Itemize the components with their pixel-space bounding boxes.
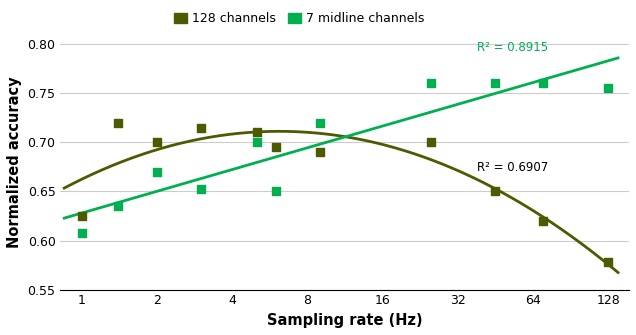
- Point: [490, 189, 500, 194]
- Point: [251, 140, 261, 145]
- Point: [77, 230, 87, 236]
- Point: [113, 203, 123, 209]
- Point: [113, 120, 123, 125]
- Point: [490, 81, 500, 86]
- Point: [426, 81, 436, 86]
- Point: [315, 120, 326, 125]
- Text: R² = 0.6907: R² = 0.6907: [476, 161, 548, 174]
- Point: [77, 213, 87, 219]
- Point: [537, 218, 548, 223]
- Point: [426, 140, 436, 145]
- Point: [196, 187, 206, 192]
- Y-axis label: Normalized accuracy: Normalized accuracy: [7, 76, 22, 248]
- Legend: 128 channels, 7 midline channels: 128 channels, 7 midline channels: [169, 7, 429, 30]
- Point: [271, 189, 281, 194]
- Point: [251, 130, 261, 135]
- Point: [152, 169, 162, 175]
- Point: [603, 85, 613, 91]
- X-axis label: Sampling rate (Hz): Sampling rate (Hz): [267, 313, 422, 328]
- Text: R² = 0.8915: R² = 0.8915: [476, 41, 548, 54]
- Point: [271, 144, 281, 150]
- Point: [152, 140, 162, 145]
- Point: [315, 149, 326, 155]
- Point: [603, 259, 613, 265]
- Point: [537, 81, 548, 86]
- Point: [196, 125, 206, 130]
